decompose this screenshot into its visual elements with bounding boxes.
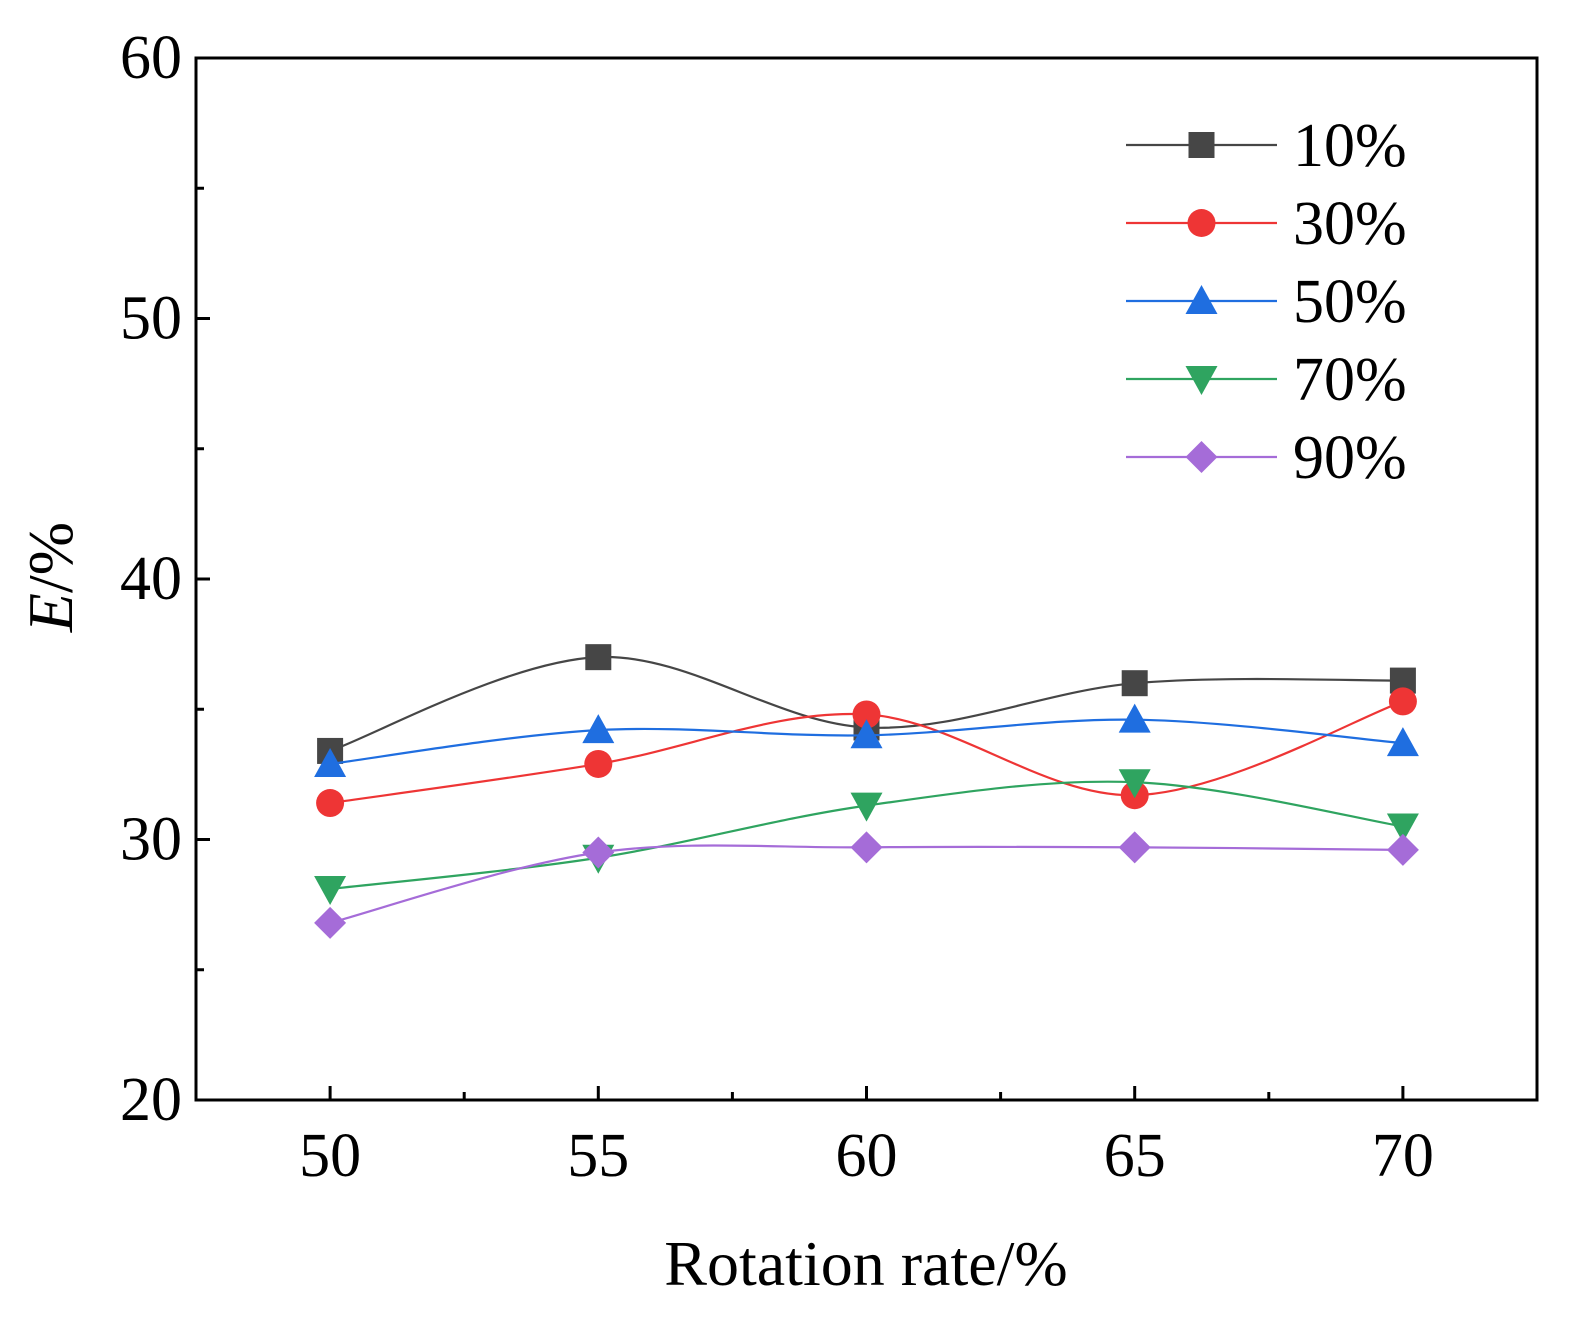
series-90%	[314, 831, 1419, 939]
data-point	[852, 700, 881, 729]
y-tick-label: 40	[120, 545, 182, 613]
series-50%	[314, 703, 1419, 777]
data-point	[1386, 833, 1419, 866]
x-tick-label: 65	[1104, 1122, 1166, 1190]
x-tick-label: 50	[299, 1122, 361, 1190]
x-axis-title: Rotation rate/%	[664, 1228, 1067, 1299]
axes-layer: 20 30 40 50 60 50 55 60 65 70	[120, 24, 1539, 1190]
axis-labels: Rotation rate/% E/%	[15, 522, 1068, 1299]
data-point	[582, 714, 615, 744]
legend-label: 50%	[1293, 268, 1407, 336]
data-point	[314, 747, 347, 777]
y-tick-label: 60	[120, 24, 182, 92]
legend-marker	[1185, 366, 1218, 395]
data-point	[1386, 813, 1419, 843]
legend-item: 50%	[1126, 268, 1407, 336]
data-point	[585, 644, 612, 671]
data-point	[584, 749, 613, 778]
data-point	[1118, 831, 1151, 864]
legend-label: 90%	[1293, 424, 1407, 492]
data-point	[1388, 687, 1417, 716]
legend-marker	[1187, 209, 1216, 237]
data-point	[1386, 727, 1419, 757]
legend-marker	[1185, 285, 1218, 314]
x-tick-label: 55	[567, 1122, 629, 1190]
data-point	[314, 906, 347, 939]
legend-label: 70%	[1293, 346, 1407, 414]
data-point	[1118, 703, 1151, 733]
data-point	[316, 789, 345, 818]
legend-item: 70%	[1126, 346, 1407, 414]
y-tick-label: 30	[120, 806, 182, 874]
data-point	[1118, 769, 1151, 799]
data-point	[314, 875, 347, 905]
data-point	[850, 792, 883, 822]
data-point	[850, 831, 883, 864]
legend-item: 90%	[1126, 424, 1407, 492]
legend-item: 10%	[1126, 112, 1407, 180]
y-tick-label: 50	[120, 285, 182, 353]
y-axis-title-rest: /%	[15, 522, 86, 593]
y-axis-title: E/%	[15, 522, 86, 633]
data-point	[1121, 670, 1148, 697]
data-point	[850, 719, 883, 749]
legend-marker	[1188, 132, 1215, 158]
legend-item: 30%	[1126, 190, 1407, 258]
x-tick-label: 60	[836, 1122, 898, 1190]
series-layer	[314, 644, 1419, 939]
x-tick-label: 70	[1372, 1122, 1434, 1190]
legend-marker	[1185, 441, 1218, 473]
legend-label: 30%	[1293, 190, 1407, 258]
y-axis-title-italic: E	[15, 593, 86, 633]
data-point	[582, 836, 615, 869]
y-tick-label: 20	[120, 1066, 182, 1134]
legend-label: 10%	[1293, 112, 1407, 180]
legend: 10% 30% 50% 70% 90%	[1126, 112, 1407, 492]
series-30%	[316, 687, 1417, 818]
